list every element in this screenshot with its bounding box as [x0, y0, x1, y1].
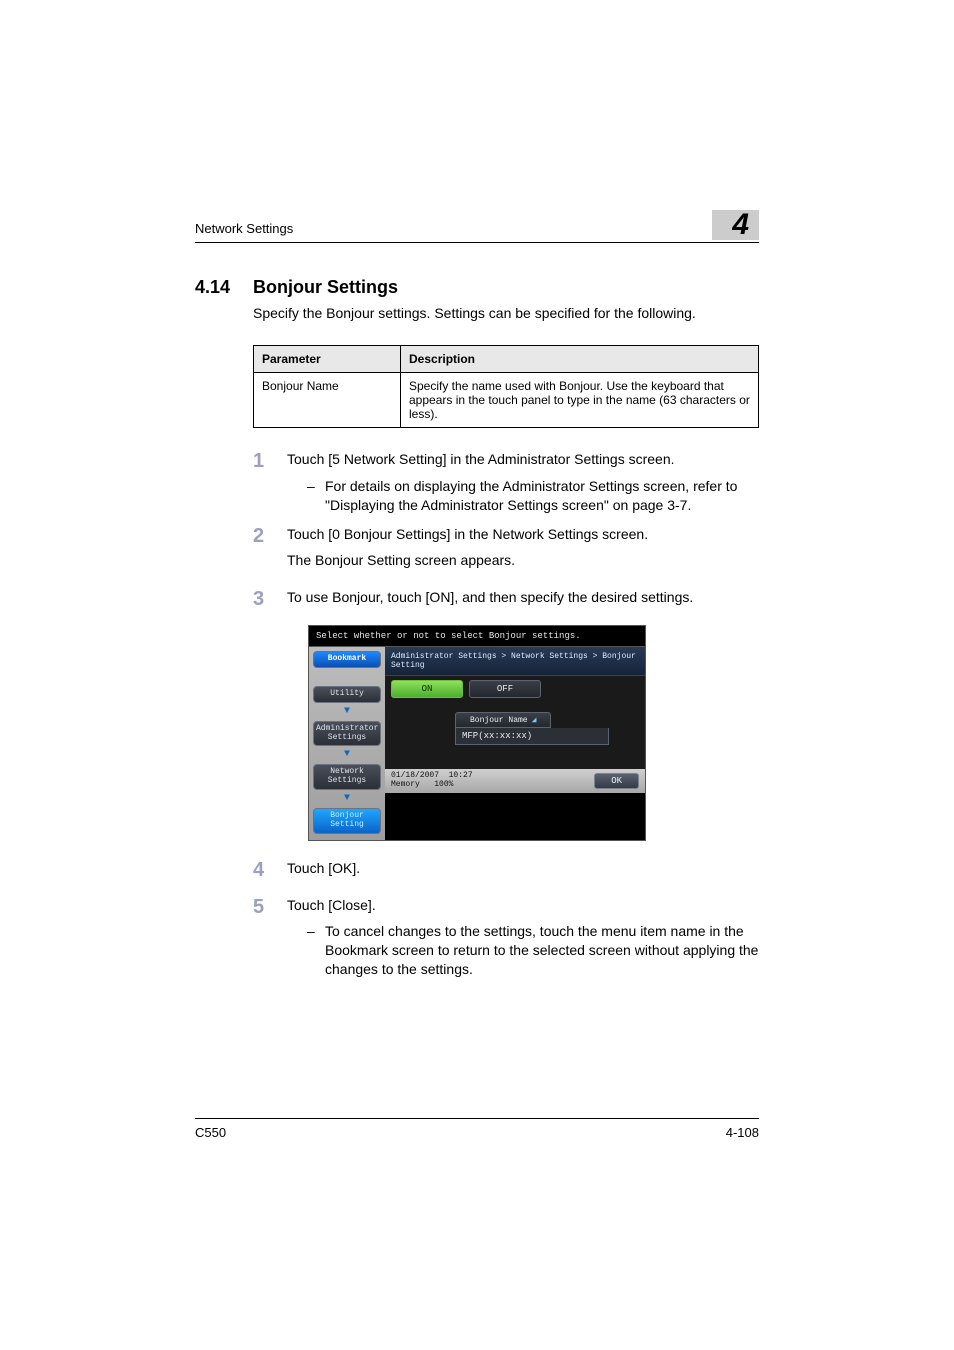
substep-text: For details on displaying the Administra…	[325, 477, 759, 515]
off-button[interactable]: OFF	[469, 680, 541, 698]
ok-button[interactable]: OK	[594, 773, 639, 789]
device-main: Administrator Settings > Network Setting…	[385, 647, 645, 839]
step: 3 To use Bonjour, touch [ON], and then s…	[253, 588, 759, 615]
bookmark-button[interactable]: Bookmark	[313, 651, 381, 668]
dash-icon: –	[307, 477, 325, 515]
substep: – To cancel changes to the settings, tou…	[307, 922, 759, 979]
chapter-number: 4	[712, 210, 759, 240]
step-text: Touch [5 Network Setting] in the Adminis…	[287, 450, 759, 469]
field-label-text: Bonjour Name	[470, 716, 528, 725]
step-text: Touch [OK].	[287, 859, 759, 878]
step-body: Touch [0 Bonjour Settings] in the Networ…	[287, 525, 759, 579]
step-number: 2	[253, 525, 287, 579]
down-arrow-icon: ▼	[344, 795, 350, 803]
step-text: The Bonjour Setting screen appears.	[287, 551, 759, 570]
status-mem-label: Memory	[391, 780, 420, 789]
step-number: 5	[253, 896, 287, 980]
section-number: 4.14	[195, 277, 253, 298]
step-number: 4	[253, 859, 287, 886]
step-body: Touch [5 Network Setting] in the Adminis…	[287, 450, 759, 515]
page-footer: C550 4-108	[195, 1118, 759, 1140]
down-arrow-icon: ▼	[344, 751, 350, 759]
section-heading: 4.14 Bonjour Settings	[195, 277, 759, 298]
footer-left: C550	[195, 1125, 226, 1140]
table-header: Parameter	[254, 345, 401, 372]
step-text: Touch [Close].	[287, 896, 759, 915]
table-cell: Specify the name used with Bonjour. Use …	[401, 372, 759, 427]
down-arrow-icon: ▼	[344, 708, 350, 716]
device-sidebar: Bookmark Utility ▼ Administrator Setting…	[309, 647, 385, 839]
step-body: Touch [OK].	[287, 859, 759, 886]
corner-icon: ◢	[532, 716, 537, 725]
status-date: 01/18/2007	[391, 771, 439, 780]
sidebar-item-utility[interactable]: Utility	[313, 686, 381, 703]
step: 2 Touch [0 Bonjour Settings] in the Netw…	[253, 525, 759, 579]
status-time: 10:27	[449, 771, 473, 780]
substep: – For details on displaying the Administ…	[307, 477, 759, 515]
table-header: Description	[401, 345, 759, 372]
sidebar-item-admin-settings[interactable]: Administrator Settings	[313, 721, 381, 747]
device-screenshot: Select whether or not to select Bonjour …	[308, 625, 646, 840]
footer-right: 4-108	[726, 1125, 759, 1140]
table-row: Bonjour Name Specify the name used with …	[254, 372, 759, 427]
bonjour-name-value: MFP(xx:xx:xx)	[455, 728, 609, 745]
device-breadcrumb: Administrator Settings > Network Setting…	[385, 647, 645, 676]
bonjour-name-button[interactable]: Bonjour Name ◢	[455, 712, 551, 728]
page: Network Settings 4 4.14 Bonjour Settings…	[0, 0, 954, 1350]
step-body: To use Bonjour, touch [ON], and then spe…	[287, 588, 759, 615]
step: 1 Touch [5 Network Setting] in the Admin…	[253, 450, 759, 515]
step-number: 1	[253, 450, 287, 515]
parameter-table: Parameter Description Bonjour Name Speci…	[253, 345, 759, 428]
section-intro: Specify the Bonjour settings. Settings c…	[253, 304, 759, 323]
step-text: Touch [0 Bonjour Settings] in the Networ…	[287, 525, 759, 544]
step: 4 Touch [OK].	[253, 859, 759, 886]
section-title: Bonjour Settings	[253, 277, 398, 298]
field-area: Bonjour Name ◢ MFP(xx:xx:xx)	[385, 712, 645, 769]
step-text: To use Bonjour, touch [ON], and then spe…	[287, 588, 759, 607]
substep-text: To cancel changes to the settings, touch…	[325, 922, 759, 979]
dash-icon: –	[307, 922, 325, 979]
step: 5 Touch [Close]. – To cancel changes to …	[253, 896, 759, 980]
running-title: Network Settings	[195, 221, 293, 240]
running-header: Network Settings 4	[195, 210, 759, 243]
device-instruction-bar: Select whether or not to select Bonjour …	[309, 626, 645, 647]
toggle-row: ON OFF	[385, 676, 645, 712]
step-number: 3	[253, 588, 287, 615]
status-mem-value: 100%	[434, 780, 453, 789]
status-left: 01/18/2007 10:27 Memory 100%	[391, 772, 473, 790]
device-statusbar: 01/18/2007 10:27 Memory 100% OK	[385, 769, 645, 793]
sidebar-item-bonjour-setting[interactable]: Bonjour Setting	[313, 808, 381, 834]
step-body: Touch [Close]. – To cancel changes to th…	[287, 896, 759, 980]
on-button[interactable]: ON	[391, 680, 463, 698]
sidebar-item-network-settings[interactable]: Network Settings	[313, 764, 381, 790]
table-cell: Bonjour Name	[254, 372, 401, 427]
